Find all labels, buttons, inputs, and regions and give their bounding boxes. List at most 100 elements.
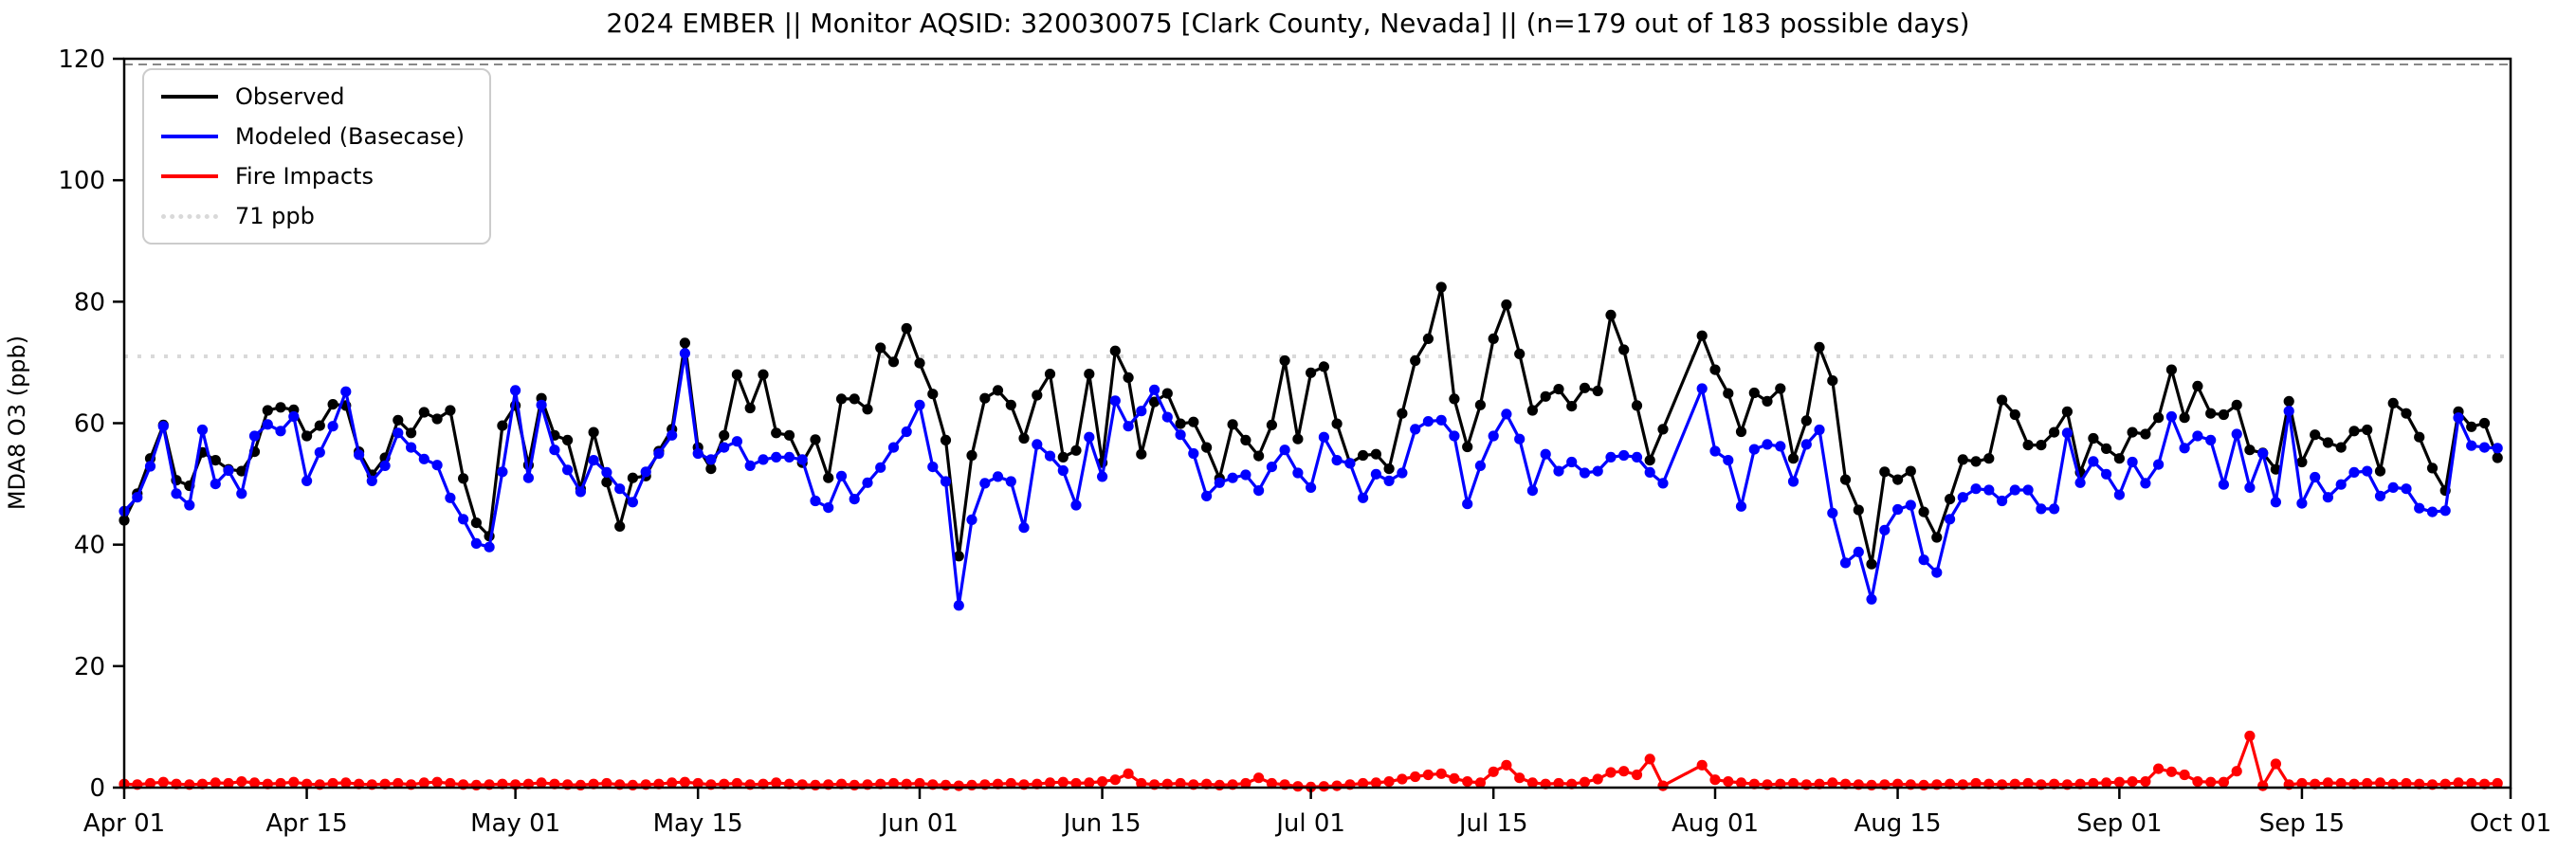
data-point xyxy=(2074,477,2086,488)
data-point xyxy=(887,777,900,789)
data-point xyxy=(210,777,221,789)
data-point xyxy=(288,776,300,788)
data-point xyxy=(1136,448,1147,460)
data-point xyxy=(1931,532,1943,543)
data-point xyxy=(1918,554,1929,566)
data-point xyxy=(1175,418,1186,429)
threshold-line-sample xyxy=(161,213,218,219)
data-point xyxy=(1123,421,1134,432)
data-point xyxy=(1449,393,1460,405)
data-point xyxy=(2283,395,2294,407)
data-point xyxy=(810,434,821,445)
data-point xyxy=(327,399,338,410)
x-tick-label: Jul 15 xyxy=(1457,809,1528,838)
data-point xyxy=(393,777,404,789)
data-point xyxy=(1136,777,1147,789)
data-point xyxy=(2179,443,2190,454)
data-point xyxy=(470,779,482,791)
data-point xyxy=(1723,388,1734,399)
data-point xyxy=(1657,478,1669,489)
y-tick-label: 0 xyxy=(89,774,105,803)
data-point xyxy=(901,426,912,438)
data-point xyxy=(1240,469,1251,481)
data-point xyxy=(1631,400,1643,411)
data-point xyxy=(783,451,795,463)
data-point xyxy=(223,777,234,789)
data-point xyxy=(327,777,338,789)
data-point xyxy=(562,434,574,445)
data-point xyxy=(2049,426,2060,438)
data-point xyxy=(667,429,678,441)
data-point xyxy=(1657,780,1669,791)
data-point xyxy=(1514,348,1526,359)
data-point xyxy=(692,447,703,460)
data-point xyxy=(2009,408,2020,421)
data-point xyxy=(1696,383,1708,394)
legend-item-modeled: Modeled (Basecase) xyxy=(161,123,465,150)
data-point xyxy=(1618,344,1630,355)
data-point xyxy=(705,454,717,465)
data-point xyxy=(627,497,639,508)
data-point xyxy=(314,446,325,458)
data-point xyxy=(1227,419,1238,430)
data-point xyxy=(236,465,247,477)
data-point xyxy=(927,462,939,473)
series-line xyxy=(122,352,2498,608)
data-point xyxy=(1997,394,2008,406)
data-point xyxy=(1970,456,1982,467)
data-point xyxy=(1188,447,1199,460)
y-tick-label: 80 xyxy=(74,288,105,317)
x-tick-label: Jun 01 xyxy=(879,809,959,838)
data-point xyxy=(1266,419,1277,430)
data-point xyxy=(640,466,651,478)
data-point xyxy=(275,777,286,789)
data-point xyxy=(875,462,886,473)
data-point xyxy=(1514,433,1526,445)
data-point xyxy=(1853,504,1864,516)
data-point xyxy=(1592,773,1603,785)
data-point xyxy=(1005,476,1016,487)
data-point xyxy=(536,399,547,410)
data-point xyxy=(1553,384,1564,395)
data-point xyxy=(458,514,469,525)
data-point xyxy=(497,466,508,478)
data-point xyxy=(1631,769,1643,781)
data-point xyxy=(1605,767,1617,778)
data-point xyxy=(340,777,352,789)
data-point xyxy=(1084,431,1095,443)
data-point xyxy=(1892,503,1904,516)
data-point xyxy=(1970,483,1982,495)
data-point xyxy=(771,777,782,789)
data-point xyxy=(627,472,639,483)
data-point xyxy=(1370,468,1381,480)
data-point xyxy=(1410,771,1421,783)
data-point xyxy=(379,460,391,471)
data-point xyxy=(862,477,873,488)
data-point xyxy=(692,777,703,789)
data-point xyxy=(1918,506,1929,517)
data-point xyxy=(1292,433,1304,445)
data-point xyxy=(1787,777,1800,789)
data-point xyxy=(132,492,143,503)
data-point xyxy=(2022,484,2034,496)
data-point xyxy=(1787,476,1800,487)
data-point xyxy=(2492,777,2503,789)
data-point xyxy=(366,475,377,486)
data-point xyxy=(1540,390,1551,402)
data-point xyxy=(418,407,429,418)
data-point xyxy=(1735,777,1747,789)
data-point xyxy=(1253,450,1265,462)
data-point xyxy=(887,356,900,368)
data-point xyxy=(2049,503,2060,515)
series-modeled-basecase xyxy=(119,348,2503,611)
data-point xyxy=(431,776,443,788)
data-point xyxy=(1410,354,1421,367)
data-point xyxy=(2127,456,2138,468)
data-point xyxy=(940,779,952,791)
data-point xyxy=(1800,415,1812,426)
data-point xyxy=(2270,758,2281,770)
data-point xyxy=(705,463,717,475)
data-point xyxy=(1057,451,1069,463)
data-point xyxy=(1097,471,1108,482)
data-point xyxy=(1945,494,1956,505)
